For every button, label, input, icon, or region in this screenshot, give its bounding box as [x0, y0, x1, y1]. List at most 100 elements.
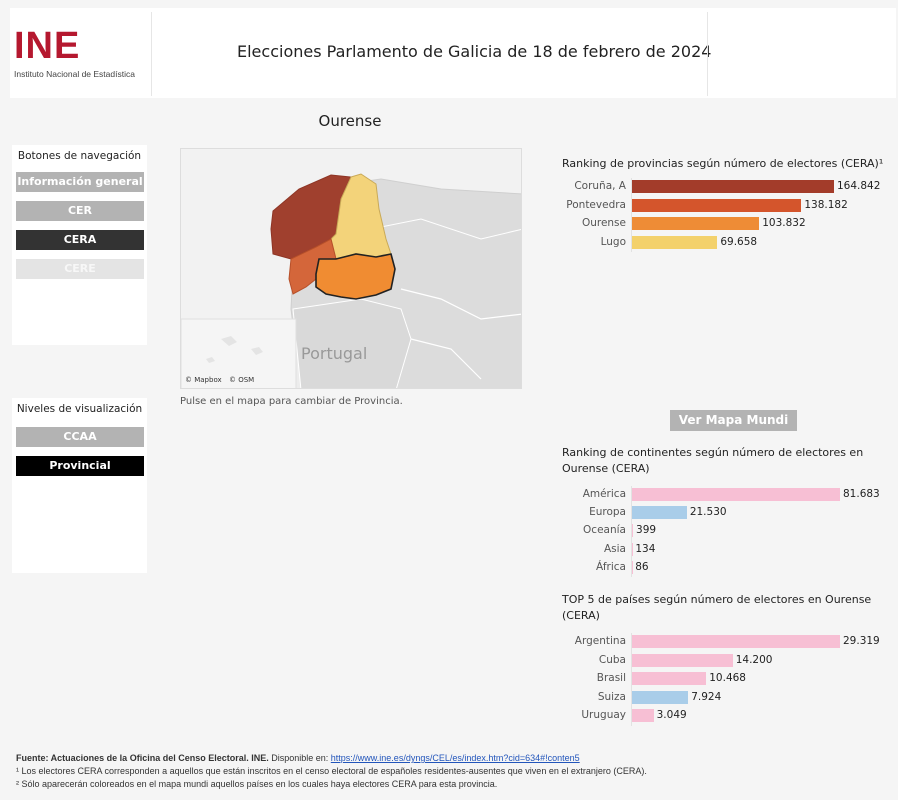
bar[interactable] [632, 635, 840, 648]
inset-islands [206, 336, 263, 363]
galicia-map[interactable]: Portugal © Mapbox © OSM [180, 148, 522, 389]
footer-source-link[interactable]: https://www.ine.es/dyngs/CEL/es/index.ht… [330, 753, 580, 763]
footer-note-2: ² Sólo aparecerán coloreados en el mapa … [16, 779, 498, 789]
bar-value: 3.049 [656, 709, 687, 721]
bar-value: 103.832 [762, 217, 806, 229]
nav-button-informacion-general[interactable]: Información general [16, 172, 144, 192]
nav-button-cera[interactable]: CERA [16, 230, 144, 250]
bar-value: 399 [636, 524, 657, 537]
bar-label: América [582, 488, 626, 500]
chart-row: Suiza 7.924 [562, 689, 892, 708]
bar-label: Oceanía [583, 524, 626, 537]
header-divider [151, 12, 152, 96]
chart-row: Uruguay 3.049 [562, 707, 892, 726]
navigation-panel: Botones de navegación Información genera… [12, 145, 147, 345]
bar-label: Asia [603, 542, 626, 555]
bar[interactable] [632, 217, 760, 230]
bar[interactable] [632, 506, 687, 520]
border-line [370, 218, 521, 240]
map-label-portugal: Portugal [301, 344, 367, 363]
chart-provinces-title: Ranking de provincias según número de el… [562, 157, 884, 170]
bar[interactable] [632, 690, 689, 704]
chart-row: Lugo 69.658 [562, 234, 892, 253]
bar-value: 7.924 [691, 690, 722, 703]
bar-label: Coruña, A [574, 180, 626, 192]
map-attribution-osm[interactable]: © OSM [229, 376, 254, 384]
map-caption: Pulse en el mapa para cambiar de Provinc… [180, 396, 403, 407]
chart-row: América 81.683 [562, 486, 892, 504]
chart-row: Asia 134 [562, 541, 892, 559]
bar-label: África [596, 560, 626, 573]
page-title: Elecciones Parlamento de Galicia de 18 d… [237, 42, 712, 61]
footer-source: Fuente: Actuaciones de la Oficina del Ce… [16, 752, 886, 765]
bar-value: 14.200 [735, 653, 773, 666]
border-line [400, 288, 521, 320]
footer: Fuente: Actuaciones de la Oficina del Ce… [16, 752, 886, 791]
navigation-title: Botones de navegación [17, 150, 142, 162]
map-inset [181, 318, 297, 388]
header-bar [10, 8, 896, 98]
bar[interactable] [632, 524, 634, 538]
chart-axis [631, 178, 632, 252]
bar-label: Suiza [597, 690, 626, 703]
province-title: Ourense [318, 112, 382, 130]
chart-row: Argentina 29.319 [562, 633, 892, 652]
chart-row: Pontevedra 138.182 [562, 197, 892, 216]
chart-continents: América 81.683 Europa 21.530 Oceanía 399 Asia 1… [562, 486, 892, 581]
chart-countries: Argentina 29.319 Cuba 14.200 Brasil 10.468 Sui… [562, 633, 892, 728]
chart-axis [631, 486, 632, 577]
bar-value: 81.683 [843, 488, 880, 500]
chart-continents-title: Ranking de continentes según número de e… [562, 446, 864, 475]
ine-logo-text: INE [14, 25, 81, 67]
level-button-provincial[interactable]: Provincial [16, 456, 144, 476]
bar-value: 21.530 [689, 506, 727, 519]
bar-value: 138.182 [804, 198, 848, 211]
chart-countries-title: TOP 5 de países según número de electore… [562, 593, 872, 622]
chart-row: Europa 21.530 [562, 504, 892, 522]
bar-value: 69.658 [720, 235, 758, 248]
bar[interactable] [632, 235, 718, 249]
header-divider [707, 12, 708, 96]
level-button-ccaa[interactable]: CCAA [16, 427, 144, 447]
province-ourense[interactable] [315, 253, 396, 300]
footer-source-text: Disponible en: [268, 753, 331, 763]
bar[interactable] [632, 709, 654, 722]
bar-label: Pontevedra [566, 198, 626, 211]
bar[interactable] [632, 180, 834, 193]
bar-label: Brasil [596, 672, 626, 684]
chart-axis [631, 633, 632, 726]
chart-row: Cuba 14.200 [562, 652, 892, 671]
nav-button-cere[interactable]: CERE [16, 259, 144, 279]
bar-label: Uruguay [581, 709, 626, 721]
chart-row: África 86 [562, 559, 892, 577]
bar-label: Cuba [598, 653, 626, 666]
ver-mapa-mundi-button[interactable]: Ver Mapa Mundi [670, 410, 797, 431]
visualization-levels-panel: Niveles de visualización CCAA Provincial [12, 398, 147, 573]
nav-button-cer[interactable]: CER [16, 201, 144, 221]
border-line [410, 338, 482, 380]
bar-value: 134 [635, 542, 656, 555]
chart-row: Brasil 10.468 [562, 670, 892, 689]
bar-value: 164.842 [837, 180, 881, 192]
levels-title: Niveles de visualización [16, 403, 143, 415]
bar-value: 10.468 [709, 672, 746, 684]
chart-row: Coruña, A 164.842 [562, 178, 892, 197]
footer-note-1: ¹ Los electores CERA corresponden a aque… [16, 766, 647, 776]
bar[interactable] [632, 488, 840, 501]
chart-row: Ourense 103.832 [562, 215, 892, 234]
bar-label: Lugo [600, 235, 626, 248]
bar-label: Ourense [581, 217, 626, 229]
ine-logo-subtitle: Instituto Nacional de Estadística [14, 69, 135, 79]
map-svg: Portugal © Mapbox © OSM [181, 149, 521, 388]
bar-value: 29.319 [843, 635, 880, 647]
bar-value: 86 [635, 560, 649, 573]
map-attribution-mapbox[interactable]: © Mapbox [185, 376, 222, 384]
bar[interactable] [632, 653, 733, 667]
bar[interactable] [632, 198, 802, 212]
chart-provinces: Coruña, A 164.842 Pontevedra 138.182 Ourense… [562, 178, 892, 258]
bar-label: Europa [589, 506, 626, 519]
bar-label: Argentina [574, 635, 626, 647]
bar[interactable] [632, 672, 707, 685]
footer-source-bold: Fuente: Actuaciones de la Oficina del Ce… [16, 753, 269, 763]
chart-row: Oceanía 399 [562, 522, 892, 540]
